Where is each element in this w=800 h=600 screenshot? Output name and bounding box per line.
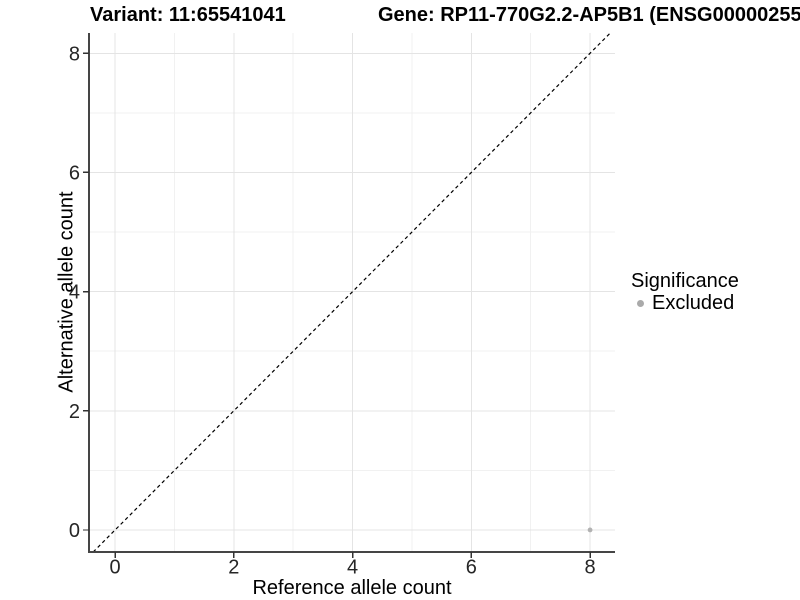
data-point — [587, 527, 593, 533]
y-axis-label: Alternative allele count — [55, 191, 78, 393]
y-tick-label: 6 — [69, 162, 80, 184]
x-axis-label: Reference allele count — [252, 577, 452, 599]
y-tick-label: 2 — [69, 401, 80, 423]
x-tick-label: 2 — [228, 557, 239, 579]
x-tick-label: 4 — [347, 557, 358, 579]
y-tick-label: 4 — [69, 282, 80, 304]
legend-point-icon — [637, 299, 644, 307]
legend-item-label: Excluded — [652, 291, 735, 314]
variant-title: Variant: 11:65541041 — [90, 4, 286, 26]
gene-title: Gene: RP11-770G2.2-AP5B1 (ENSG000002555 — [378, 4, 800, 26]
y-tick-label: 8 — [69, 43, 80, 65]
x-tick-label: 0 — [110, 557, 121, 579]
legend-item: Excluded — [631, 291, 739, 314]
x-tick-label: 6 — [466, 557, 477, 579]
y-tick-label: 0 — [69, 520, 80, 542]
identity-reference-line — [92, 32, 611, 553]
legend-title: Significance — [631, 270, 739, 292]
legend: Significance Excluded — [631, 270, 739, 314]
x-tick-label: 8 — [585, 557, 596, 579]
